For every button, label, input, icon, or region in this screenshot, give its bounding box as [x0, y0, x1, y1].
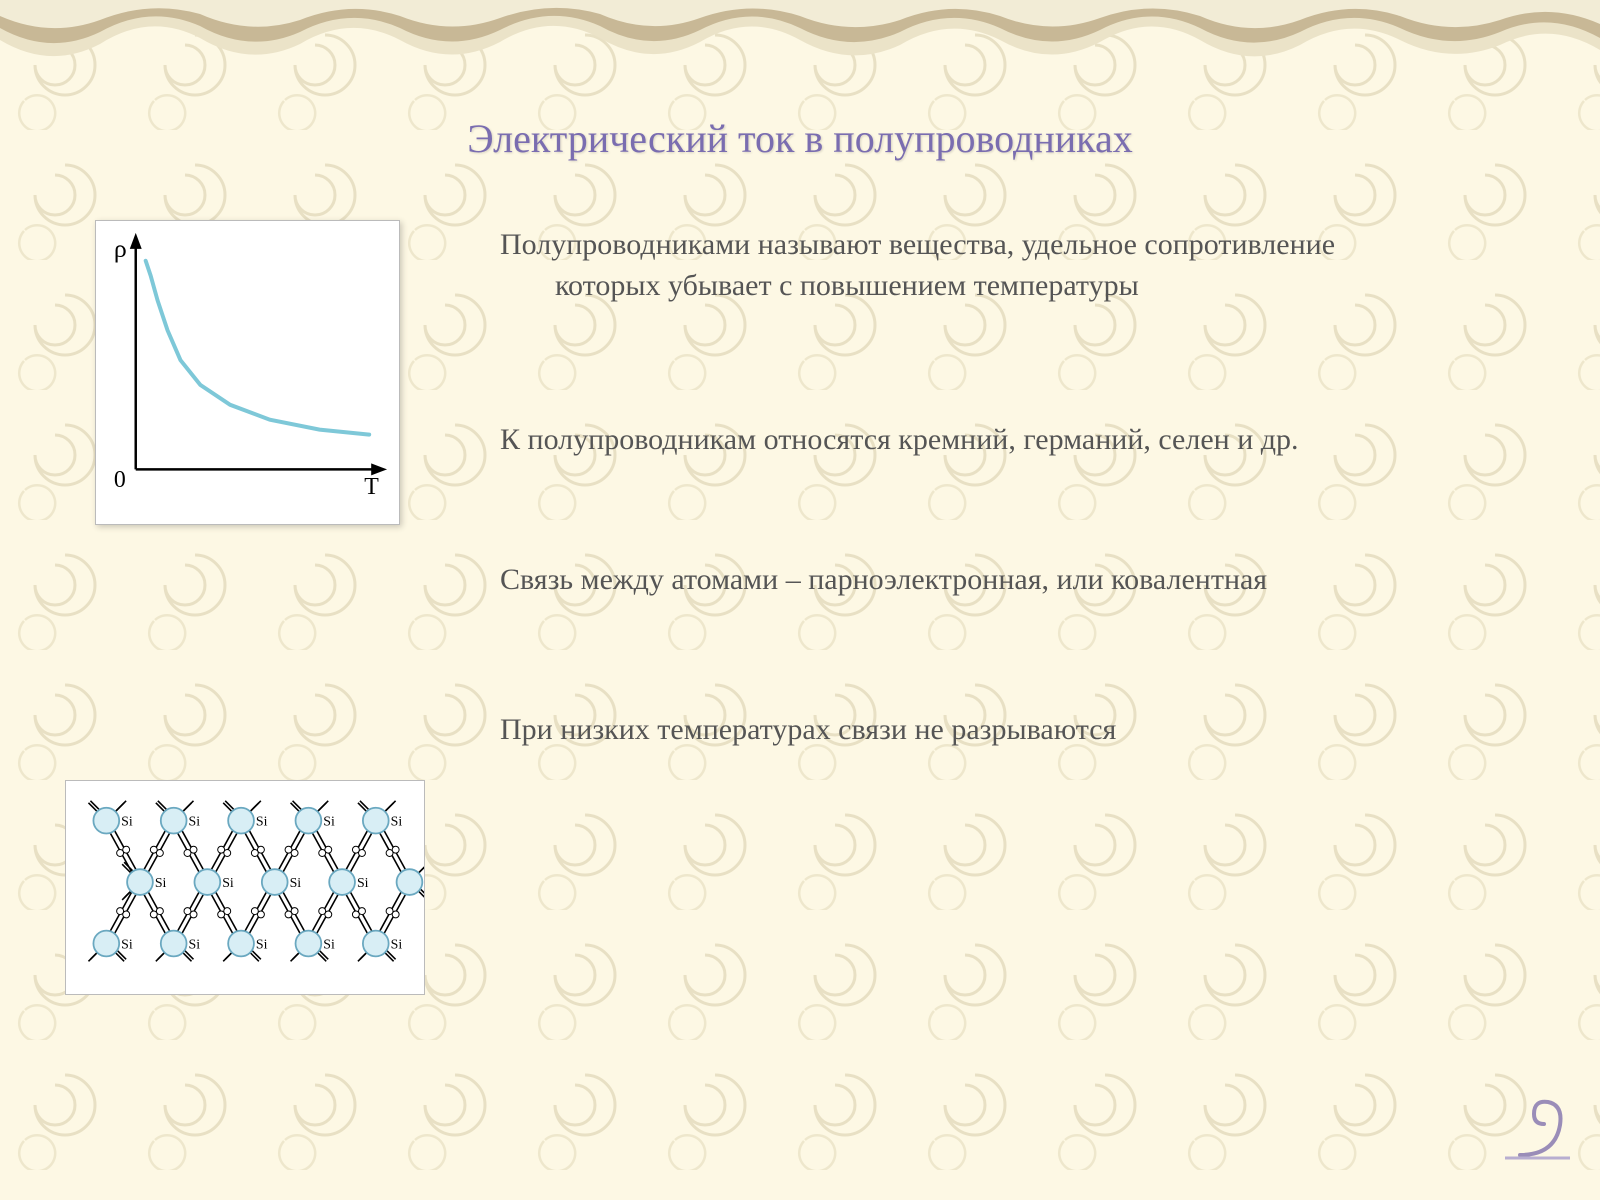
slide-content: Электрический ток в полупроводниках Полу…	[0, 0, 1600, 1200]
svg-text:Si: Si	[391, 814, 403, 829]
paragraph-2: К полупроводникам относятся кремний, гер…	[500, 420, 1350, 461]
svg-text:Si: Si	[189, 936, 201, 951]
paragraph-1: Полупроводниками называют вещества, удел…	[500, 225, 1350, 306]
corner-curl-icon	[1500, 1080, 1590, 1170]
resistivity-temperature-graph: ρ 0 T	[95, 220, 400, 525]
svg-text:Si: Si	[155, 875, 167, 890]
svg-text:Si: Si	[290, 875, 302, 890]
svg-text:0: 0	[114, 467, 126, 493]
slide-title: Электрический ток в полупроводниках	[0, 115, 1600, 162]
svg-text:Si: Si	[222, 875, 234, 890]
silicon-lattice-diagram: SiSiSiSiSiSiSiSiSiSiSiSiSiSiSi	[65, 780, 425, 995]
paragraph-4: При низких температурах связи не разрыва…	[500, 710, 1350, 751]
paragraph-3: Связь между атомами – парноэлектронная, …	[500, 560, 1350, 601]
svg-text:Si: Si	[256, 936, 268, 951]
svg-text:Si: Si	[189, 814, 201, 829]
svg-text:Si: Si	[256, 814, 268, 829]
svg-text:Si: Si	[121, 814, 133, 829]
svg-text:ρ: ρ	[114, 234, 127, 263]
svg-text:Si: Si	[323, 936, 335, 951]
svg-text:Si: Si	[121, 936, 133, 951]
svg-text:Si: Si	[391, 936, 403, 951]
svg-text:Si: Si	[357, 875, 369, 890]
svg-text:T: T	[364, 474, 379, 500]
svg-text:Si: Si	[323, 814, 335, 829]
